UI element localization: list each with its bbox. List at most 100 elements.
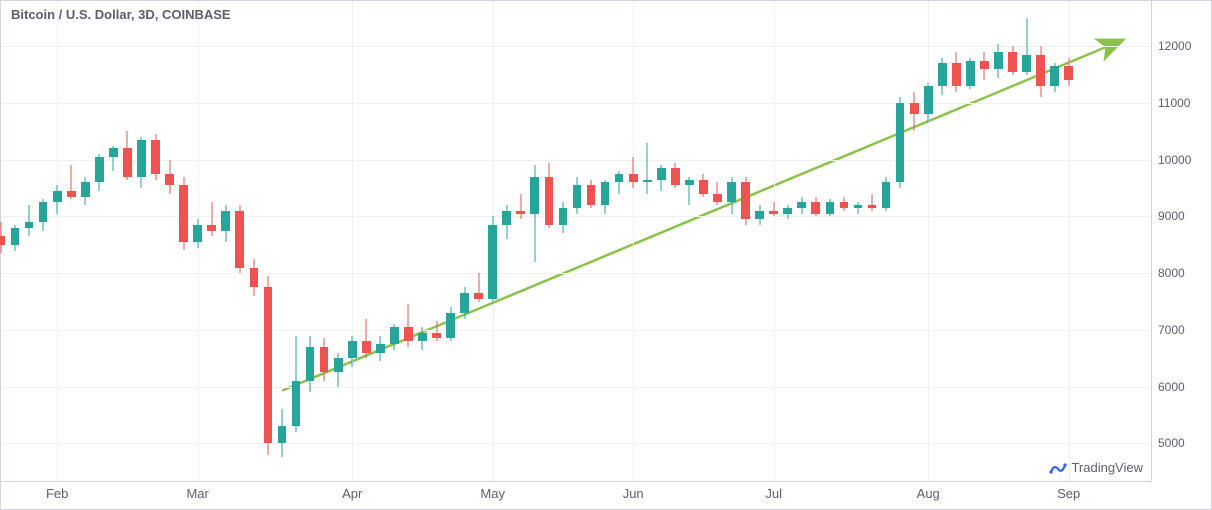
candle	[727, 1, 736, 483]
candle	[910, 1, 919, 483]
candle	[334, 1, 343, 483]
candle	[39, 1, 48, 483]
candle	[137, 1, 146, 483]
chart-title: Bitcoin / U.S. Dollar, 3D, COINBASE	[11, 7, 231, 22]
candle	[376, 1, 385, 483]
candle	[1064, 1, 1073, 483]
candle	[938, 1, 947, 483]
candle	[783, 1, 792, 483]
candle	[1036, 1, 1045, 483]
candle	[292, 1, 301, 483]
candle	[545, 1, 554, 483]
candle	[165, 1, 174, 483]
candle	[530, 1, 539, 483]
candle	[587, 1, 596, 483]
plot-area[interactable]	[1, 1, 1151, 481]
candle	[11, 1, 20, 483]
candle	[278, 1, 287, 483]
x-tick-label: Sep	[1057, 486, 1080, 501]
candle	[868, 1, 877, 483]
candle	[418, 1, 427, 483]
candle	[264, 1, 273, 483]
price-chart: Bitcoin / U.S. Dollar, 3D, COINBASE 5000…	[0, 0, 1212, 510]
candle	[95, 1, 104, 483]
candle	[994, 1, 1003, 483]
x-tick-label: Apr	[342, 486, 362, 501]
candle	[67, 1, 76, 483]
x-tick-label: Jul	[765, 486, 782, 501]
candle	[306, 1, 315, 483]
candle	[685, 1, 694, 483]
candle	[81, 1, 90, 483]
candle	[362, 1, 371, 483]
candle	[460, 1, 469, 483]
candle	[151, 1, 160, 483]
tradingview-brand: TradingView	[1049, 460, 1143, 475]
candle	[221, 1, 230, 483]
candle	[109, 1, 118, 483]
candle	[193, 1, 202, 483]
y-tick-label: 8000	[1158, 266, 1185, 280]
x-tick-label: May	[480, 486, 505, 501]
candle	[671, 1, 680, 483]
candle	[769, 1, 778, 483]
candle	[348, 1, 357, 483]
y-tick-label: 11000	[1158, 96, 1190, 110]
candle	[123, 1, 132, 483]
candle	[811, 1, 820, 483]
candle	[615, 1, 624, 483]
candle	[629, 1, 638, 483]
candle	[474, 1, 483, 483]
candle	[516, 1, 525, 483]
x-tick-label: Mar	[186, 486, 208, 501]
candle	[53, 1, 62, 483]
candle	[755, 1, 764, 483]
candle	[980, 1, 989, 483]
candle	[797, 1, 806, 483]
candle	[250, 1, 259, 483]
candle	[952, 1, 961, 483]
candle	[601, 1, 610, 483]
y-tick-label: 12000	[1158, 39, 1191, 53]
candle	[573, 1, 582, 483]
candle	[320, 1, 329, 483]
x-axis: Feb Mar Apr May Jun Jul Aug Sep	[1, 481, 1151, 509]
candle	[924, 1, 933, 483]
candle	[0, 1, 5, 483]
y-tick-label: 9000	[1158, 209, 1185, 223]
y-tick-label: 5000	[1158, 436, 1185, 450]
candle	[559, 1, 568, 483]
tradingview-brand-label: TradingView	[1071, 460, 1143, 475]
candle	[390, 1, 399, 483]
candle	[179, 1, 188, 483]
candle	[826, 1, 835, 483]
y-tick-label: 7000	[1158, 323, 1185, 337]
candle	[502, 1, 511, 483]
candle	[1050, 1, 1059, 483]
candle	[404, 1, 413, 483]
x-tick-label: Jun	[623, 486, 644, 501]
candle	[446, 1, 455, 483]
y-tick-label: 6000	[1158, 380, 1185, 394]
candle	[699, 1, 708, 483]
candle	[840, 1, 849, 483]
candle	[207, 1, 216, 483]
candle	[896, 1, 905, 483]
candle	[966, 1, 975, 483]
tradingview-logo-icon	[1049, 461, 1067, 475]
y-axis: 5000 6000 7000 8000 9000 10000 11000 12000	[1151, 1, 1211, 481]
x-tick-label: Aug	[917, 486, 940, 501]
x-tick-label: Feb	[46, 486, 68, 501]
candle	[643, 1, 652, 483]
candle	[1022, 1, 1031, 483]
candle	[713, 1, 722, 483]
candle	[1008, 1, 1017, 483]
candle	[235, 1, 244, 483]
candle	[25, 1, 34, 483]
y-tick-label: 10000	[1158, 153, 1191, 167]
candle	[488, 1, 497, 483]
candle	[657, 1, 666, 483]
candle	[854, 1, 863, 483]
candle	[741, 1, 750, 483]
candle	[432, 1, 441, 483]
